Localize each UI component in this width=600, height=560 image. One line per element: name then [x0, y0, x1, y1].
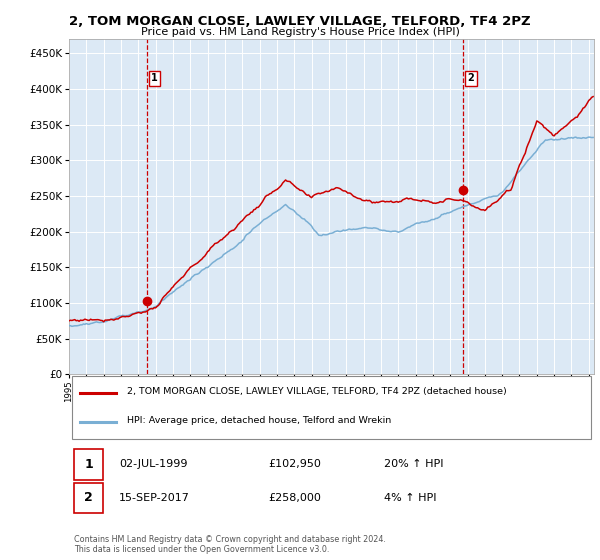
FancyBboxPatch shape [74, 483, 103, 513]
Text: 1: 1 [85, 458, 93, 471]
Text: 2, TOM MORGAN CLOSE, LAWLEY VILLAGE, TELFORD, TF4 2PZ (detached house): 2, TOM MORGAN CLOSE, LAWLEY VILLAGE, TEL… [127, 386, 506, 395]
Text: £258,000: £258,000 [269, 493, 322, 503]
Text: 2: 2 [467, 73, 474, 83]
Text: 2: 2 [85, 492, 93, 505]
Text: £102,950: £102,950 [269, 459, 322, 469]
Text: 15-SEP-2017: 15-SEP-2017 [119, 493, 190, 503]
Text: 4% ↑ HPI: 4% ↑ HPI [384, 493, 437, 503]
Text: 02-JUL-1999: 02-JUL-1999 [119, 459, 187, 469]
FancyBboxPatch shape [74, 449, 103, 479]
Text: 1: 1 [151, 73, 158, 83]
FancyBboxPatch shape [71, 376, 592, 439]
Text: Price paid vs. HM Land Registry's House Price Index (HPI): Price paid vs. HM Land Registry's House … [140, 27, 460, 37]
Text: 2, TOM MORGAN CLOSE, LAWLEY VILLAGE, TELFORD, TF4 2PZ: 2, TOM MORGAN CLOSE, LAWLEY VILLAGE, TEL… [69, 15, 531, 27]
Text: 20% ↑ HPI: 20% ↑ HPI [384, 459, 443, 469]
Text: Contains HM Land Registry data © Crown copyright and database right 2024.
This d: Contains HM Land Registry data © Crown c… [74, 535, 386, 554]
Text: HPI: Average price, detached house, Telford and Wrekin: HPI: Average price, detached house, Telf… [127, 416, 391, 424]
